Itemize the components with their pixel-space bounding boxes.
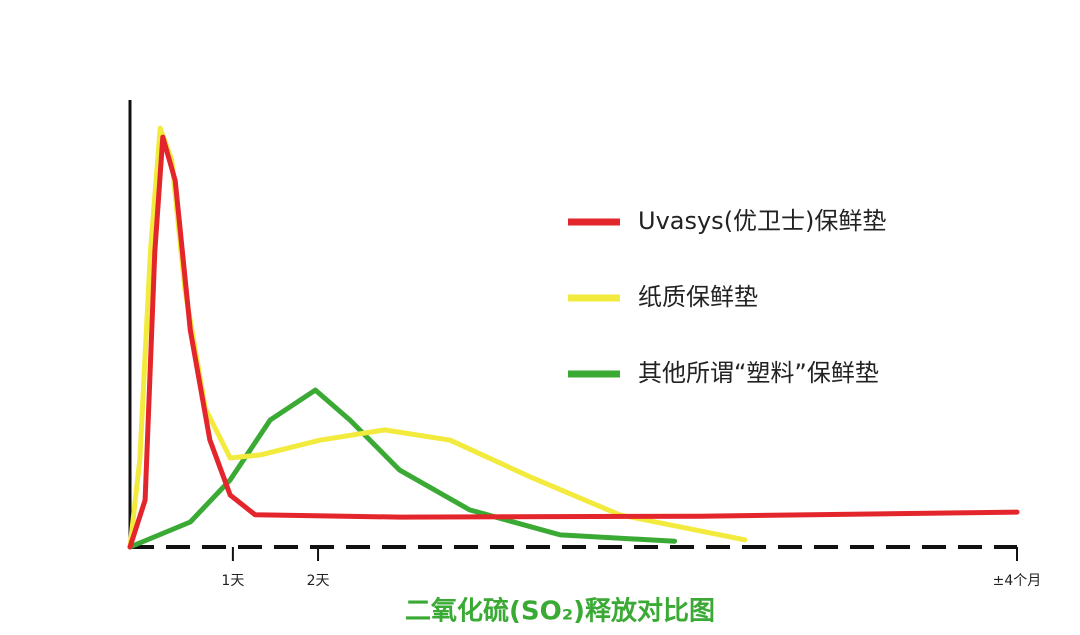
legend-label: 纸质保鲜垫	[638, 283, 758, 311]
x-tick-label: 2天	[307, 573, 330, 589]
chart-title: 二氧化硫(SO₂)释放对比图	[405, 596, 715, 627]
series-line	[127, 134, 1020, 550]
series-line	[127, 125, 748, 550]
series-line	[127, 387, 678, 550]
legend-label: Uvasys(优卫士)保鲜垫	[638, 207, 886, 235]
x-tick-label: ±4个月	[993, 573, 1042, 589]
legend-label: 其他所谓“塑料”保鲜垫	[638, 359, 879, 387]
x-tick-label: 1天	[221, 573, 244, 589]
